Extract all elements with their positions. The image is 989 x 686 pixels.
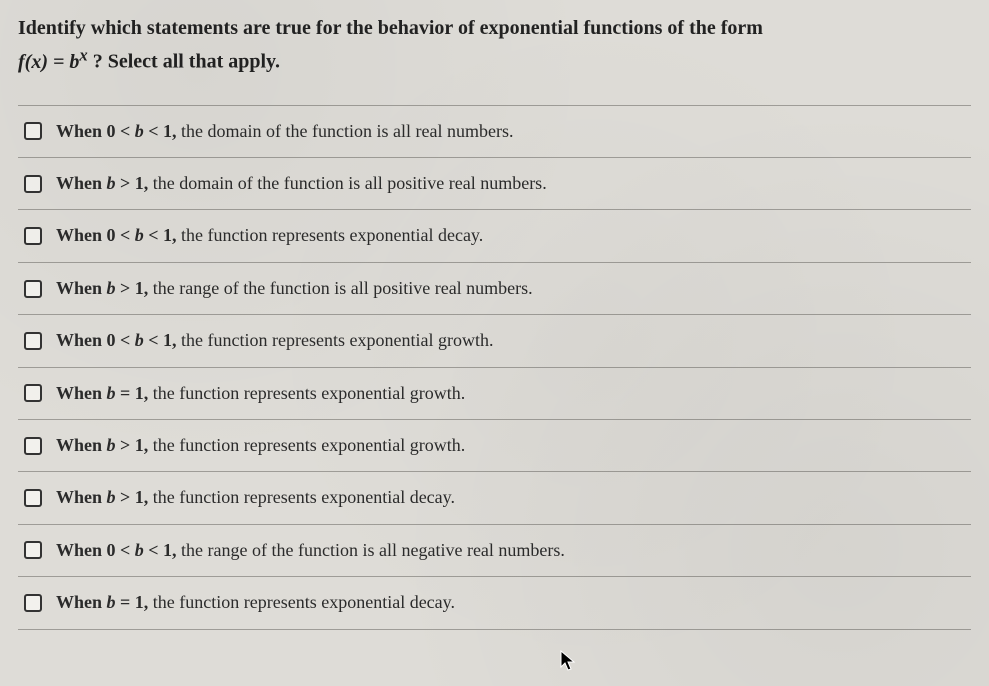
option-mid: > 1, (116, 487, 153, 507)
option-mid: = 1, (116, 592, 153, 612)
option-text: When b > 1, the domain of the function i… (56, 172, 965, 195)
option-prefix: When 0 < (56, 121, 135, 141)
option-row[interactable]: When 0 < b < 1, the domain of the functi… (18, 106, 971, 158)
checkbox[interactable] (24, 122, 42, 140)
option-prefix: When 0 < (56, 225, 135, 245)
option-text: When b > 1, the range of the function is… (56, 277, 965, 300)
option-text: When b = 1, the function represents expo… (56, 591, 965, 614)
option-mid: > 1, (116, 435, 153, 455)
option-var: b (107, 278, 116, 298)
option-rest: the range of the function is all negativ… (181, 540, 565, 560)
option-text: When 0 < b < 1, the function represents … (56, 224, 965, 247)
option-rest: the function represents exponential grow… (153, 435, 465, 455)
checkbox[interactable] (24, 280, 42, 298)
option-var: b (107, 383, 116, 403)
checkbox[interactable] (24, 541, 42, 559)
option-mid: > 1, (116, 173, 153, 193)
option-row[interactable]: When b > 1, the function represents expo… (18, 472, 971, 524)
option-row[interactable]: When 0 < b < 1, the function represents … (18, 210, 971, 262)
checkbox[interactable] (24, 175, 42, 193)
option-rest: the domain of the function is all positi… (153, 173, 547, 193)
question-fx-base: f(x) = b (18, 51, 79, 73)
checkbox[interactable] (24, 594, 42, 612)
option-row[interactable]: When 0 < b < 1, the function represents … (18, 315, 971, 367)
option-var: b (135, 540, 144, 560)
option-text: When 0 < b < 1, the function represents … (56, 329, 965, 352)
option-mid: = 1, (116, 383, 153, 403)
option-row[interactable]: When b > 1, the function represents expo… (18, 420, 971, 472)
option-rest: the domain of the function is all real n… (181, 121, 513, 141)
option-prefix: When 0 < (56, 540, 135, 560)
option-row[interactable]: When b = 1, the function represents expo… (18, 577, 971, 629)
option-prefix: When 0 < (56, 330, 135, 350)
option-prefix: When (56, 487, 107, 507)
checkbox[interactable] (24, 227, 42, 245)
option-var: b (135, 330, 144, 350)
question-line-1: Identify which statements are true for t… (18, 14, 971, 43)
option-mid: < 1, (144, 121, 181, 141)
checkbox[interactable] (24, 384, 42, 402)
option-prefix: When (56, 278, 107, 298)
option-rest: the function represents exponential deca… (153, 487, 455, 507)
question-line-2: f(x) = bx ? Select all that apply. (18, 43, 971, 77)
option-row[interactable]: When b > 1, the range of the function is… (18, 263, 971, 315)
option-row[interactable]: When b = 1, the function represents expo… (18, 368, 971, 420)
option-row[interactable]: When b > 1, the domain of the function i… (18, 158, 971, 210)
question-prompt: Identify which statements are true for t… (18, 14, 971, 77)
option-row[interactable]: When 0 < b < 1, the range of the functio… (18, 525, 971, 577)
option-text: When b > 1, the function represents expo… (56, 486, 965, 509)
option-prefix: When (56, 383, 107, 403)
question-fx-exp: x (79, 45, 87, 64)
option-rest: the function represents exponential grow… (181, 330, 493, 350)
option-mid: > 1, (116, 278, 153, 298)
option-var: b (107, 487, 116, 507)
option-rest: the function represents exponential grow… (153, 383, 465, 403)
option-prefix: When (56, 592, 107, 612)
checkbox[interactable] (24, 332, 42, 350)
option-text: When b = 1, the function represents expo… (56, 382, 965, 405)
mouse-cursor-icon (560, 650, 578, 674)
option-prefix: When (56, 435, 107, 455)
option-text: When 0 < b < 1, the domain of the functi… (56, 120, 965, 143)
question-suffix: ? Select all that apply. (88, 51, 280, 73)
option-mid: < 1, (144, 540, 181, 560)
option-var: b (135, 121, 144, 141)
option-text: When 0 < b < 1, the range of the functio… (56, 539, 965, 562)
option-prefix: When (56, 173, 107, 193)
checkbox[interactable] (24, 437, 42, 455)
options-list: When 0 < b < 1, the domain of the functi… (18, 105, 971, 630)
option-text: When b > 1, the function represents expo… (56, 434, 965, 457)
option-mid: < 1, (144, 225, 181, 245)
option-var: b (107, 173, 116, 193)
option-mid: < 1, (144, 330, 181, 350)
checkbox[interactable] (24, 489, 42, 507)
option-rest: the function represents exponential deca… (153, 592, 455, 612)
option-var: b (107, 435, 116, 455)
option-rest: the function represents exponential deca… (181, 225, 483, 245)
option-var: b (135, 225, 144, 245)
option-rest: the range of the function is all positiv… (153, 278, 533, 298)
option-var: b (107, 592, 116, 612)
